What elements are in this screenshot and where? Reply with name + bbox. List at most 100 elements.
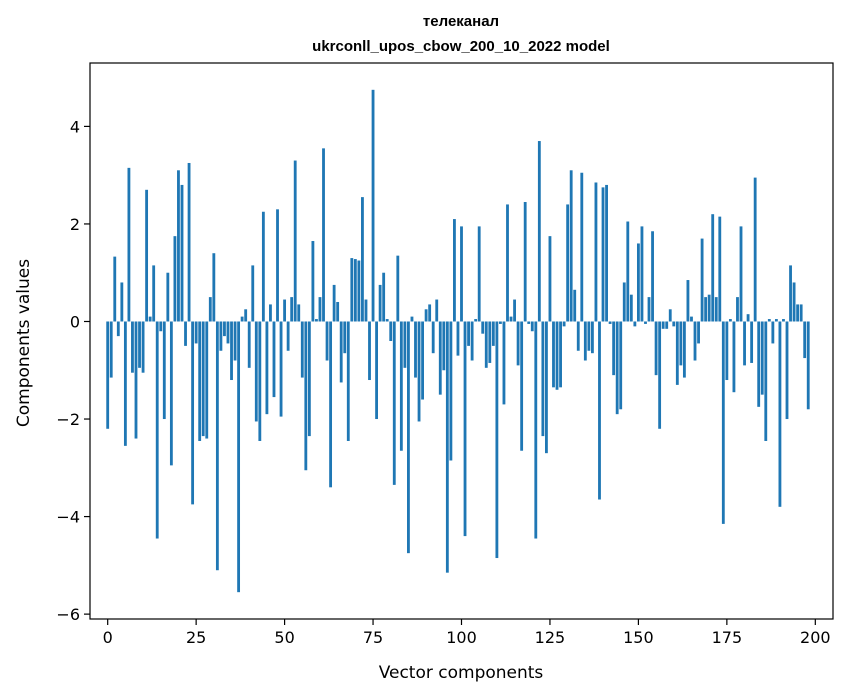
bar-96 [445, 321, 449, 573]
bar-43 [258, 321, 262, 441]
bar-126 [552, 321, 555, 388]
bar-145 [619, 321, 623, 410]
bar-175 [725, 321, 729, 381]
x-tick-label: 0 [103, 628, 113, 647]
bar-114 [509, 316, 513, 322]
bar-121 [534, 321, 538, 539]
bar-21 [180, 184, 184, 322]
bar-118 [523, 202, 527, 322]
bar-81 [392, 321, 396, 485]
bar-188 [771, 321, 775, 344]
x-tick-label: 75 [363, 628, 383, 647]
bar-186 [764, 321, 768, 441]
bar-97 [449, 321, 453, 461]
plot-frame [89, 62, 834, 620]
bar-139 [598, 321, 601, 500]
bar-7 [131, 321, 134, 373]
bar-163 [682, 321, 686, 378]
x-tick-label: 175 [712, 628, 743, 647]
bar-27 [201, 321, 205, 437]
bar-104 [474, 319, 478, 322]
bar-39 [244, 309, 248, 322]
bar-182 [750, 321, 754, 363]
bar-52 [290, 297, 294, 322]
bar-13 [152, 265, 156, 322]
bar-9 [138, 321, 141, 368]
bar-84 [403, 321, 407, 368]
bar-37 [237, 321, 241, 593]
bar-31 [215, 321, 219, 571]
bar-159 [668, 309, 672, 322]
bar-82 [396, 255, 400, 322]
bar-198 [806, 321, 810, 410]
bar-55 [300, 321, 304, 378]
bar-192 [785, 321, 789, 420]
bar-14 [155, 321, 159, 539]
bar-80 [389, 321, 393, 341]
bar-167 [697, 321, 700, 344]
bar-144 [615, 321, 619, 415]
bar-87 [414, 321, 417, 378]
bar-77 [378, 284, 382, 322]
bar-128 [559, 321, 562, 388]
bar-119 [527, 321, 531, 324]
bar-102 [467, 321, 470, 346]
bar-151 [640, 226, 644, 322]
bar-137 [590, 321, 594, 354]
bar-166 [693, 321, 697, 361]
x-tick-label: 25 [186, 628, 206, 647]
bar-133 [576, 321, 580, 351]
bar-91 [428, 304, 432, 322]
bar-28 [205, 321, 209, 439]
bar-155 [654, 321, 658, 376]
bar-111 [499, 321, 502, 324]
bar-22 [184, 321, 187, 346]
bar-11 [145, 189, 149, 322]
bar-74 [368, 321, 371, 381]
bar-183 [753, 177, 757, 322]
bar-124 [545, 321, 548, 454]
bar-180 [743, 321, 746, 366]
bar-89 [421, 321, 424, 400]
bar-23 [187, 162, 191, 322]
bar-30 [212, 253, 216, 322]
bar-64 [332, 284, 336, 322]
bar-45 [265, 321, 269, 415]
bar-195 [796, 304, 800, 322]
bar-108 [488, 321, 492, 363]
bar-187 [767, 319, 771, 322]
bar-136 [587, 321, 591, 351]
bar-46 [269, 304, 272, 322]
bar-20 [177, 170, 180, 322]
y-tick-label: 4 [70, 117, 80, 136]
bar-194 [792, 282, 796, 322]
bar-24 [191, 321, 195, 505]
bar-160 [672, 321, 676, 327]
bar-125 [548, 236, 552, 322]
bar-158 [665, 321, 669, 329]
bar-76 [375, 321, 378, 420]
bar-12 [148, 316, 152, 322]
bar-152 [644, 321, 647, 324]
y-axis-ticks: −6 −4 −2 0 2 4 [56, 117, 90, 624]
y-tick-label: 2 [70, 215, 80, 234]
bar-153 [647, 297, 651, 322]
bar-3 [116, 321, 120, 337]
bar-10 [141, 321, 145, 373]
bar-44 [261, 211, 265, 322]
bar-193 [789, 265, 792, 322]
bar-15 [159, 321, 163, 332]
bar-92 [431, 321, 435, 354]
bar-48 [276, 209, 279, 322]
bar-156 [658, 321, 662, 429]
bar-164 [686, 280, 690, 322]
bar-69 [350, 258, 354, 322]
bar-117 [520, 321, 524, 451]
bar-162 [679, 321, 683, 366]
bar-40 [247, 321, 251, 368]
x-tick-label: 150 [623, 628, 654, 647]
bar-66 [339, 321, 343, 383]
bar-75 [371, 89, 375, 322]
x-tick-label: 50 [274, 628, 294, 647]
